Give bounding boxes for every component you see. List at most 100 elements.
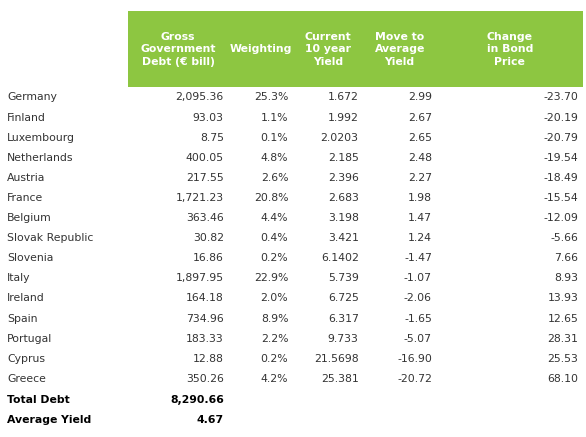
Text: 2.6%: 2.6%: [261, 173, 288, 183]
Text: 6.1402: 6.1402: [321, 253, 359, 263]
Text: 21.5698: 21.5698: [314, 354, 359, 364]
Text: Spain: Spain: [7, 314, 38, 323]
Text: 93.03: 93.03: [193, 113, 224, 122]
Text: 4.4%: 4.4%: [261, 213, 288, 223]
Text: 25.53: 25.53: [547, 354, 578, 364]
Text: Germany: Germany: [7, 93, 57, 102]
Text: 350.26: 350.26: [186, 374, 224, 384]
Text: 363.46: 363.46: [186, 213, 224, 223]
Text: -1.47: -1.47: [404, 253, 432, 263]
Text: 4.67: 4.67: [197, 415, 224, 425]
Bar: [128, 11, 583, 87]
Text: 22.9%: 22.9%: [254, 274, 288, 283]
Text: 2.67: 2.67: [408, 113, 432, 122]
Text: Netherlands: Netherlands: [7, 153, 73, 163]
Text: 2.0203: 2.0203: [321, 133, 359, 142]
Text: 0.2%: 0.2%: [261, 354, 288, 364]
Text: 1.672: 1.672: [328, 93, 359, 102]
Text: 2.99: 2.99: [408, 93, 432, 102]
Text: 28.31: 28.31: [547, 334, 578, 343]
Text: 8.75: 8.75: [200, 133, 224, 142]
Text: 0.1%: 0.1%: [261, 133, 288, 142]
Text: 25.3%: 25.3%: [254, 93, 288, 102]
Text: -23.70: -23.70: [543, 93, 578, 102]
Text: France: France: [7, 193, 43, 203]
Text: 8.93: 8.93: [554, 274, 578, 283]
Text: -20.79: -20.79: [543, 133, 578, 142]
Text: Current
10 year
Yield: Current 10 year Yield: [305, 32, 352, 66]
Text: Total Debt: Total Debt: [7, 395, 70, 405]
Text: Ireland: Ireland: [7, 294, 45, 303]
Text: -5.07: -5.07: [404, 334, 432, 343]
Text: 68.10: 68.10: [547, 374, 578, 384]
Text: Slovak Republic: Slovak Republic: [7, 233, 93, 243]
Text: 2.2%: 2.2%: [261, 334, 288, 343]
Text: 13.93: 13.93: [547, 294, 578, 303]
Text: 20.8%: 20.8%: [254, 193, 288, 203]
Text: Portugal: Portugal: [7, 334, 52, 343]
Text: Finland: Finland: [7, 113, 46, 122]
Text: 2.683: 2.683: [328, 193, 359, 203]
Text: Greece: Greece: [7, 374, 46, 384]
Text: 1.47: 1.47: [408, 213, 432, 223]
Text: 4.8%: 4.8%: [261, 153, 288, 163]
Text: 1,721.23: 1,721.23: [176, 193, 224, 203]
Text: Gross
Government
Debt (€ bill): Gross Government Debt (€ bill): [141, 32, 216, 66]
Text: Cyprus: Cyprus: [7, 354, 45, 364]
Text: 400.05: 400.05: [186, 153, 224, 163]
Text: -20.19: -20.19: [543, 113, 578, 122]
Text: 5.739: 5.739: [328, 274, 359, 283]
Text: 16.86: 16.86: [193, 253, 224, 263]
Text: 1,897.95: 1,897.95: [176, 274, 224, 283]
Text: 8.9%: 8.9%: [261, 314, 288, 323]
Text: 2.396: 2.396: [328, 173, 359, 183]
Text: -19.54: -19.54: [544, 153, 578, 163]
Text: -1.65: -1.65: [404, 314, 432, 323]
Text: -5.66: -5.66: [550, 233, 578, 243]
Text: -16.90: -16.90: [397, 354, 432, 364]
Text: 0.4%: 0.4%: [261, 233, 288, 243]
Text: 2.0%: 2.0%: [261, 294, 288, 303]
Text: 9.733: 9.733: [328, 334, 359, 343]
Text: 734.96: 734.96: [186, 314, 224, 323]
Text: 2.65: 2.65: [408, 133, 432, 142]
Text: Change
in Bond
Price: Change in Bond Price: [486, 32, 533, 66]
Text: 2.27: 2.27: [408, 173, 432, 183]
Text: Move to
Average
Yield: Move to Average Yield: [374, 32, 425, 66]
Text: 3.198: 3.198: [328, 213, 359, 223]
Text: -18.49: -18.49: [544, 173, 578, 183]
Text: -20.72: -20.72: [397, 374, 432, 384]
Text: 1.98: 1.98: [408, 193, 432, 203]
Text: 12.65: 12.65: [547, 314, 578, 323]
Text: 4.2%: 4.2%: [261, 374, 288, 384]
Text: -2.06: -2.06: [404, 294, 432, 303]
Text: -15.54: -15.54: [544, 193, 578, 203]
Text: 1.992: 1.992: [328, 113, 359, 122]
Text: 2.185: 2.185: [328, 153, 359, 163]
Text: 164.18: 164.18: [186, 294, 224, 303]
Text: 30.82: 30.82: [193, 233, 224, 243]
Text: Weighting: Weighting: [230, 44, 292, 54]
Text: 0.2%: 0.2%: [261, 253, 288, 263]
Text: 3.421: 3.421: [328, 233, 359, 243]
Text: 6.317: 6.317: [328, 314, 359, 323]
Text: Slovenia: Slovenia: [7, 253, 53, 263]
Text: 6.725: 6.725: [328, 294, 359, 303]
Text: 2,095.36: 2,095.36: [176, 93, 224, 102]
Text: -12.09: -12.09: [543, 213, 578, 223]
Text: Belgium: Belgium: [7, 213, 52, 223]
Text: 1.24: 1.24: [408, 233, 432, 243]
Text: 2.48: 2.48: [408, 153, 432, 163]
Text: Austria: Austria: [7, 173, 45, 183]
Text: -1.07: -1.07: [404, 274, 432, 283]
Text: 217.55: 217.55: [186, 173, 224, 183]
Text: 8,290.66: 8,290.66: [170, 395, 224, 405]
Text: Average Yield: Average Yield: [7, 415, 91, 425]
Text: 183.33: 183.33: [186, 334, 224, 343]
Text: 7.66: 7.66: [554, 253, 578, 263]
Text: Italy: Italy: [7, 274, 30, 283]
Text: Luxembourg: Luxembourg: [7, 133, 75, 142]
Text: 12.88: 12.88: [193, 354, 224, 364]
Text: 1.1%: 1.1%: [261, 113, 288, 122]
Text: 25.381: 25.381: [321, 374, 359, 384]
